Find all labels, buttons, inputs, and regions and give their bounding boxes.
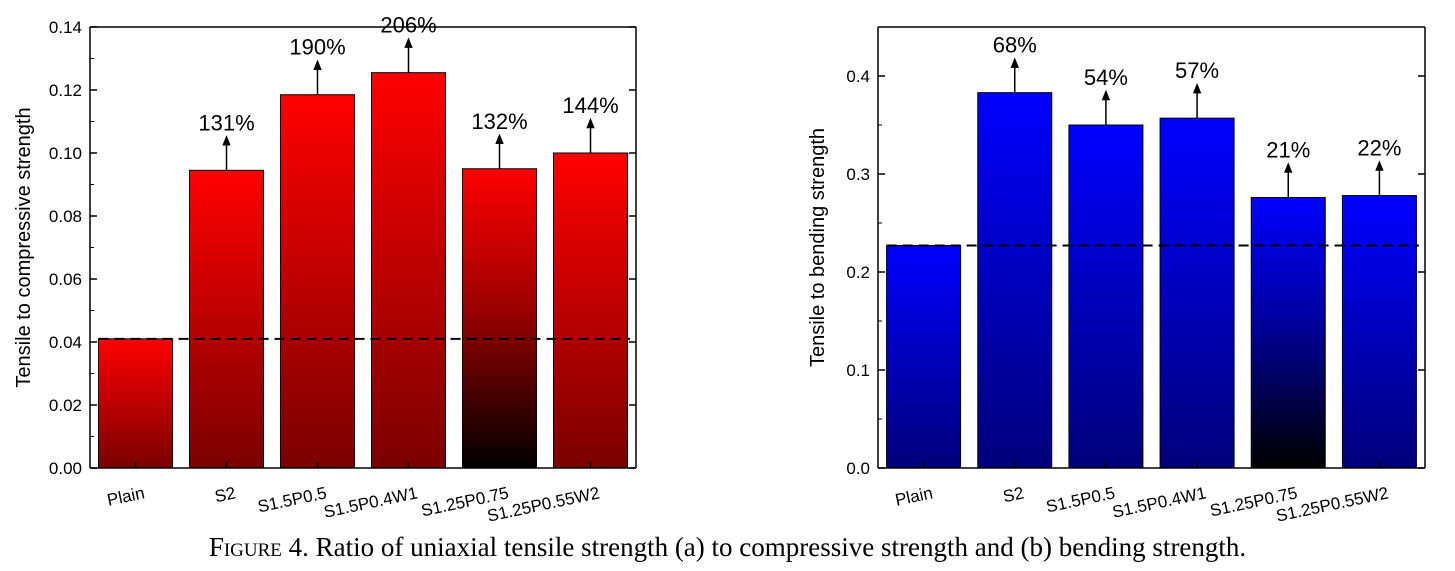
y-tick-label-a-2: 0.04 [49,333,82,352]
increase-label-a-2: 131% [198,110,254,135]
y-tick-label-a-3: 0.06 [49,270,82,289]
y-tick-label-a-0: 0.00 [49,459,82,478]
x-tick-label-a-3: S1.5P0.5 [256,483,328,516]
figure: 131% 190% 206% 132% 144% 0.00 0.02 0.04 0.06 0.08… [13,13,1426,526]
bar-a-6 [553,152,628,469]
caption-text: Ratio of uniaxial tensile strength (a) t… [315,532,1247,562]
y-tick-label-a-6: 0.12 [49,81,82,100]
bar-b-5 [1250,197,1326,469]
x-tick-label-b-1: Plain [893,483,934,509]
bar-a-4 [371,72,446,469]
increase-label-a-3: 190% [289,35,345,60]
x-tick-label-a-2: S2 [213,483,237,506]
bar-a-3 [280,94,355,469]
x-tick-label-b-3: S1.5P0.5 [1044,483,1116,516]
caption-prefix: Figure 4. [208,532,309,562]
y-tick-label-a-4: 0.08 [49,207,82,226]
increase-label-a-4: 206% [380,13,436,38]
y-tick-label-b-1: 0.1 [846,361,870,380]
y-tick-label-b-3: 0.3 [846,165,870,184]
x-tick-label-a-4: S1.5P0.4W1 [322,483,419,521]
bar-a-2 [189,169,264,469]
increase-label-a-6: 144% [562,93,618,118]
increase-label-b-5: 21% [1266,138,1310,163]
bar-b-6 [1341,195,1417,469]
increase-label-b-2: 68% [993,33,1037,58]
bar-a-1 [98,338,173,469]
increase-label-b-3: 54% [1084,65,1128,90]
y-axis-title-a: Tensile to compressive strength [13,107,35,387]
increase-label-b-6: 22% [1357,136,1401,161]
chart-panel-b: 68% 54% 57% 21% 22% 0.0 0.1 0.2 0.3 0.4 Plain S2 S1.… [807,26,1426,526]
y-tick-label-b-2: 0.2 [846,263,870,282]
y-tick-label-a-7: 0.14 [49,18,82,37]
bar-b-3 [1068,124,1144,469]
y-tick-label-a-1: 0.02 [49,396,82,415]
figure-caption: Figure 4. Ratio of uniaxial tensile stre… [0,530,1455,564]
y-tick-label-b-0: 0.0 [846,459,870,478]
bar-b-4 [1159,117,1235,469]
y-tick-label-b-4: 0.4 [846,67,870,86]
y-tick-label-a-5: 0.10 [49,144,82,163]
x-tick-label-b-4: S1.5P0.4W1 [1111,483,1208,521]
x-tick-label-b-2: S2 [1001,483,1025,506]
x-tick-label-a-1: Plain [105,483,146,509]
bar-a-5 [462,168,537,469]
chart-panel-a: 131% 190% 206% 132% 144% 0.00 0.02 0.04 0.06 0.08… [13,13,637,526]
increase-label-b-4: 57% [1175,58,1219,83]
bar-b-1 [886,245,962,469]
bar-b-2 [977,92,1053,469]
y-axis-title-b: Tensile to bending strength [807,128,829,367]
increase-label-a-5: 132% [471,109,527,134]
